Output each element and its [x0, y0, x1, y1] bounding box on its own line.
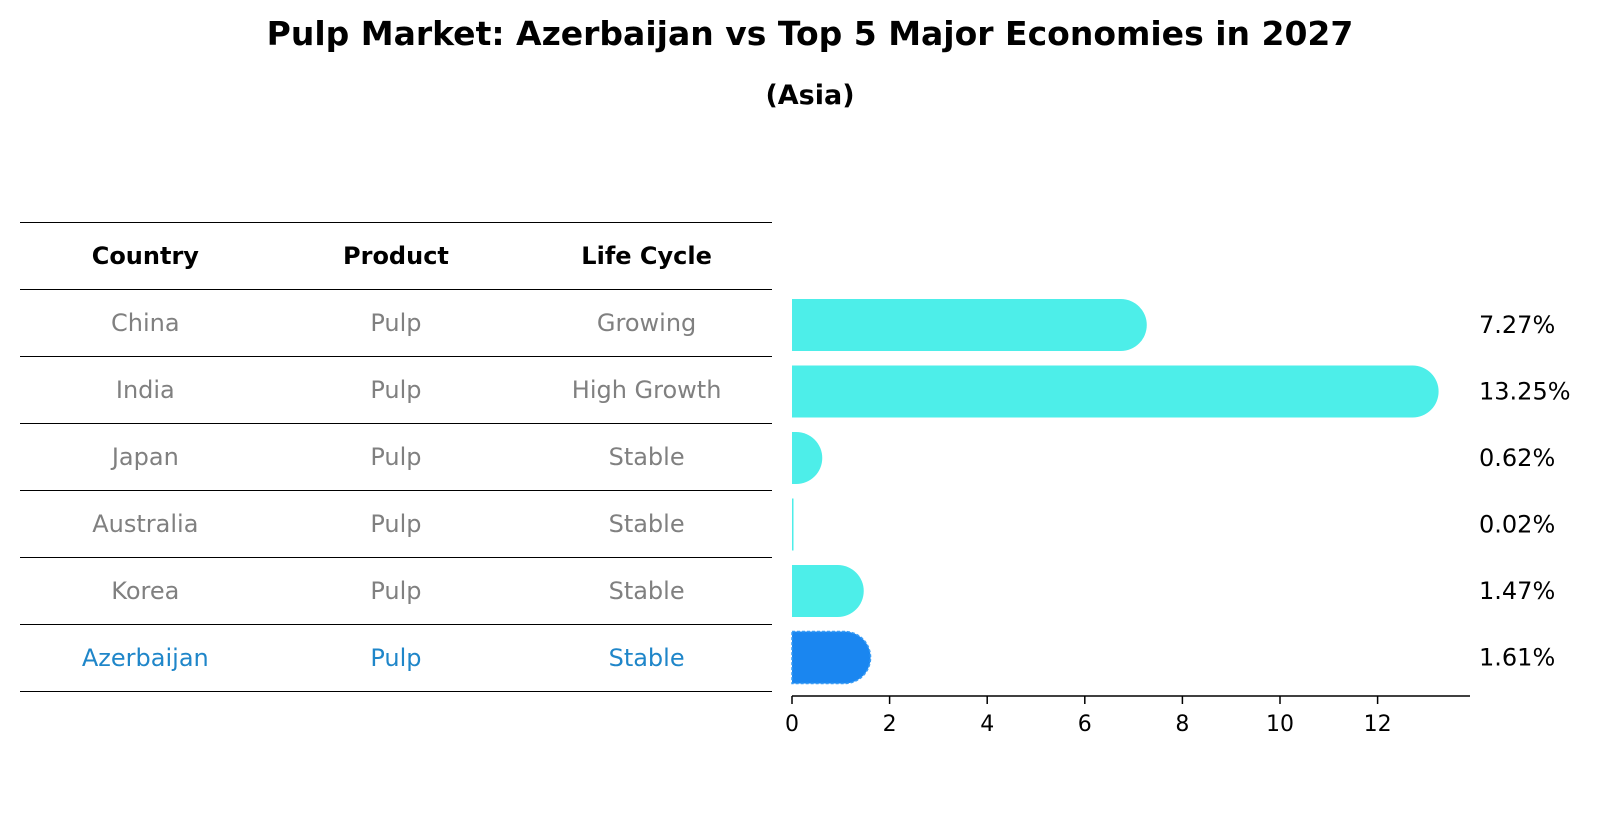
bar-china	[792, 299, 1147, 351]
product-cell: Pulp	[370, 376, 422, 404]
bar-value-label: 7.27%	[1479, 311, 1555, 339]
life-cycle-cell: Stable	[608, 577, 685, 605]
country-cell: Korea	[111, 577, 180, 605]
x-tick-label: 10	[1266, 712, 1294, 737]
header-country: Country	[91, 242, 199, 270]
x-tick-label: 6	[1078, 712, 1092, 737]
product-cell: Pulp	[370, 577, 422, 605]
life-cycle-cell: Stable	[608, 443, 685, 471]
bar-australia	[792, 498, 794, 551]
chart-title: Pulp Market: Azerbaijan vs Top 5 Major E…	[266, 14, 1354, 53]
bar-azerbaijan	[791, 630, 872, 685]
life-cycle-cell: Growing	[596, 309, 697, 337]
table-row: China Pulp Growing	[20, 289, 772, 356]
table-header-row: Country Product Life Cycle	[20, 222, 772, 289]
life-cycle-cell: Stable	[608, 644, 685, 672]
x-tick-label: 0	[785, 712, 799, 737]
table-row: Korea Pulp Stable	[20, 557, 772, 624]
bar-japan	[792, 432, 823, 484]
country-cell: Japan	[111, 443, 179, 471]
bar-value-label: 1.47%	[1479, 577, 1555, 605]
x-tick-label: 8	[1175, 712, 1189, 737]
bar-value-label: 0.02%	[1479, 511, 1555, 539]
x-tick-label: 2	[883, 712, 897, 737]
bar-value-label: 1.61%	[1479, 644, 1555, 672]
table-row: Japan Pulp Stable	[20, 423, 772, 490]
bar-value-label: 0.62%	[1479, 444, 1555, 472]
header-life-cycle: Life Cycle	[581, 242, 712, 270]
life-cycle-cell: High Growth	[571, 376, 722, 404]
x-tick-label: 12	[1364, 712, 1392, 737]
chart-subtitle: (Asia)	[765, 80, 855, 111]
country-cell: Azerbaijan	[81, 644, 209, 672]
country-cell: India	[115, 376, 175, 404]
x-tick-label: 4	[980, 712, 994, 737]
bar-value-label: 13.25%	[1479, 378, 1571, 406]
bar-india	[792, 365, 1439, 418]
product-cell: Pulp	[370, 443, 422, 471]
life-cycle-cell: Stable	[608, 510, 685, 538]
bar-korea	[792, 565, 864, 617]
table-row-highlighted: Azerbaijan Pulp Stable	[20, 624, 772, 692]
table-row: India Pulp High Growth	[20, 356, 772, 423]
product-cell: Pulp	[370, 644, 422, 672]
country-cell: Australia	[92, 510, 199, 538]
product-cell: Pulp	[370, 309, 422, 337]
country-cell: China	[111, 309, 180, 337]
country-table: Country Product Life Cycle China Pulp Gr…	[20, 222, 772, 692]
table-row: Australia Pulp Stable	[20, 490, 772, 557]
header-product: Product	[343, 242, 449, 270]
product-cell: Pulp	[370, 510, 422, 538]
